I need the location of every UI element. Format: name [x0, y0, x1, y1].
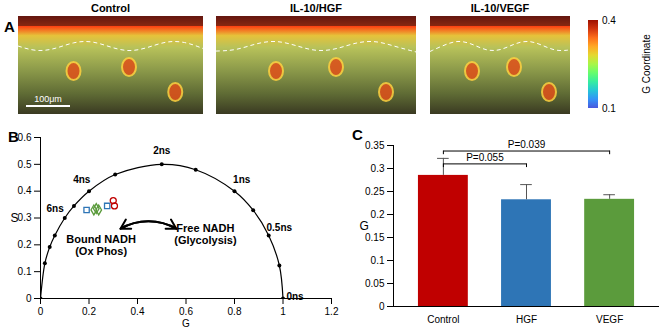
svg-text:2ns: 2ns [153, 145, 171, 156]
svg-text:6ns: 6ns [47, 203, 65, 214]
svg-text:IL-10/HGF: IL-10/HGF [290, 2, 342, 14]
svg-text:0.6: 0.6 [18, 132, 32, 143]
svg-text:0.05: 0.05 [365, 278, 385, 289]
svg-text:0: 0 [379, 301, 385, 312]
svg-text:0.2: 0.2 [82, 306, 96, 317]
svg-text:0.2: 0.2 [18, 239, 32, 250]
svg-text:P=0.039: P=0.039 [508, 139, 546, 150]
svg-text:0.2: 0.2 [371, 209, 385, 220]
svg-text:S: S [11, 211, 19, 225]
svg-text:Control: Control [91, 2, 130, 14]
svg-text:0.15: 0.15 [365, 232, 385, 243]
svg-text:G Coordinate: G Coordinate [641, 34, 652, 94]
svg-text:1ns: 1ns [233, 174, 251, 185]
svg-text:Bound NADH(Ox Phos): Bound NADH(Ox Phos) [66, 233, 136, 257]
svg-text:0.1: 0.1 [18, 266, 32, 277]
svg-text:Control: Control [427, 314, 459, 325]
svg-text:0.6: 0.6 [179, 306, 193, 317]
html-text:C: C [352, 126, 363, 143]
svg-text:0.3: 0.3 [18, 212, 32, 223]
svg-text:0.5: 0.5 [18, 159, 32, 170]
svg-text:0.4: 0.4 [602, 15, 616, 26]
svg-text:100μm: 100μm [34, 94, 62, 104]
svg-text:VEGF: VEGF [596, 314, 623, 325]
svg-text:0ns: 0ns [286, 291, 304, 302]
svg-text:4ns: 4ns [73, 174, 91, 185]
svg-text:Free NADH(Glycolysis): Free NADH(Glycolysis) [174, 222, 237, 246]
svg-text:0.4: 0.4 [18, 185, 32, 196]
svg-text:P=0.055: P=0.055 [466, 152, 504, 163]
svg-text:0.5ns: 0.5ns [266, 222, 292, 233]
svg-text:0.1: 0.1 [371, 255, 385, 266]
svg-text:0: 0 [26, 293, 32, 304]
svg-text:0.35: 0.35 [365, 140, 385, 151]
svg-text:1.2: 1.2 [325, 306, 339, 317]
svg-text:G: G [360, 219, 369, 233]
svg-text:0: 0 [38, 306, 44, 317]
html-text:A: A [4, 18, 15, 35]
svg-text:G: G [182, 318, 190, 329]
svg-text:0.1: 0.1 [602, 103, 616, 114]
svg-text:HGF: HGF [516, 314, 537, 325]
svg-text:1: 1 [280, 306, 286, 317]
svg-text:IL-10/VEGF: IL-10/VEGF [471, 2, 530, 14]
svg-text:0.8: 0.8 [228, 306, 242, 317]
svg-text:0.25: 0.25 [365, 186, 385, 197]
svg-text:0.3: 0.3 [371, 163, 385, 174]
html-text:B: B [8, 128, 19, 145]
svg-text:0.4: 0.4 [131, 306, 145, 317]
